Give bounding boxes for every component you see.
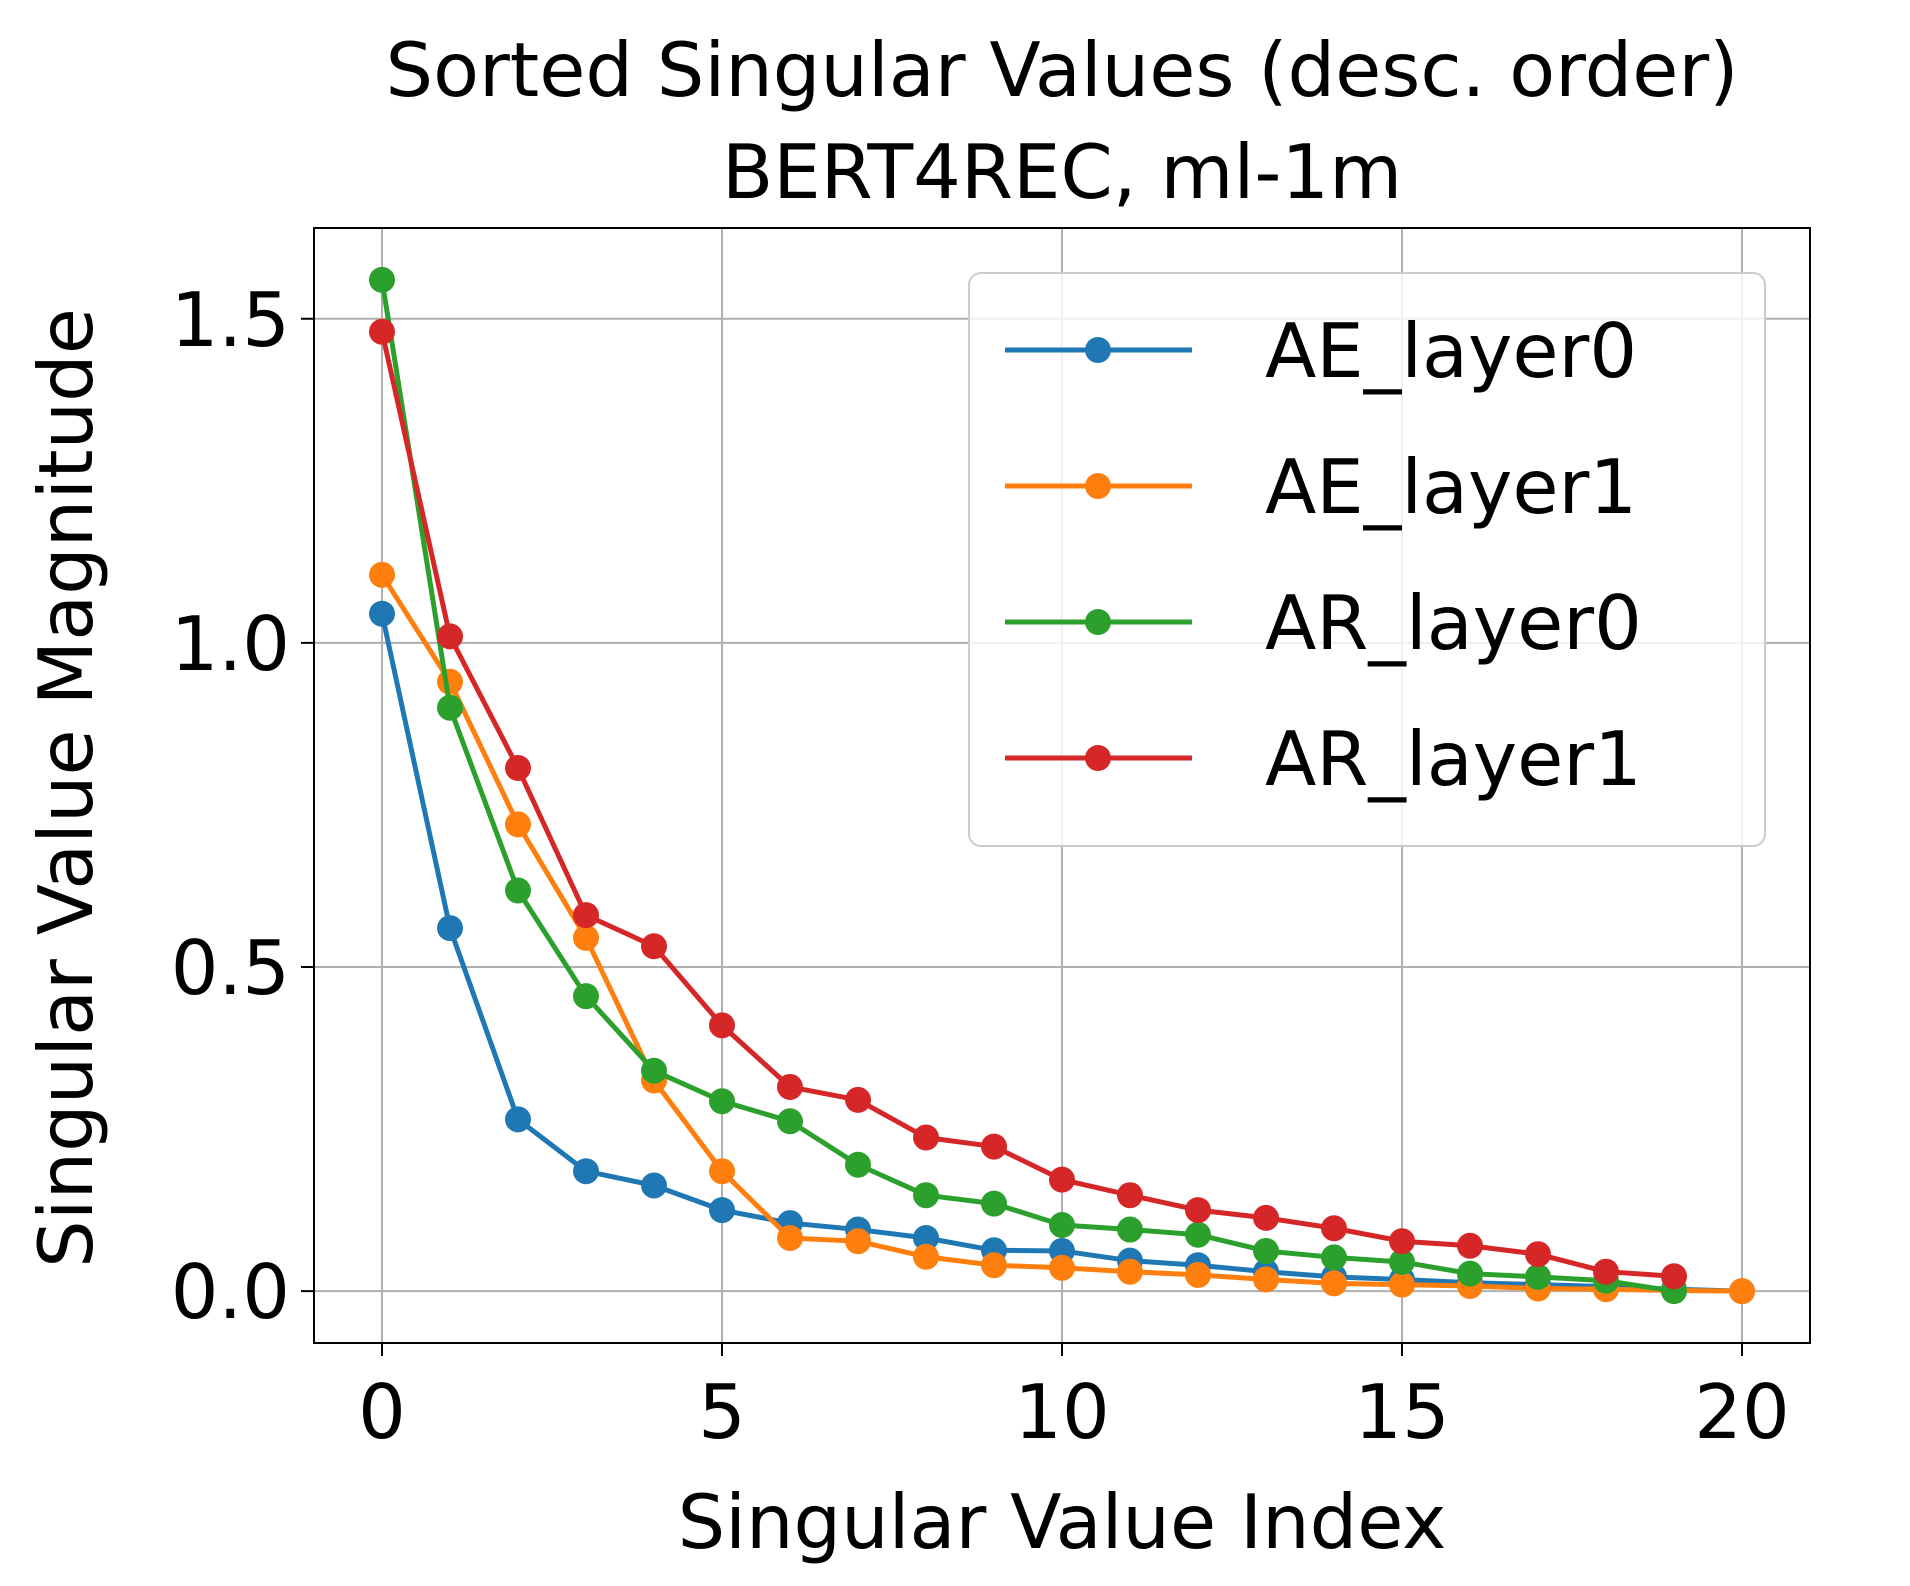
data-point-ar-layer1	[1661, 1263, 1687, 1290]
legend-entry-ar-layer0: AR_layer0	[1005, 579, 1642, 667]
x-tick-label: 15	[1354, 1368, 1449, 1456]
data-point-ar-layer0	[1321, 1244, 1347, 1271]
y-tick-label: 1.0	[171, 600, 290, 688]
legend-entry-ar-layer1: AR_layer1	[1005, 715, 1642, 803]
data-point-ar-layer1	[1321, 1215, 1347, 1242]
data-point-ar-layer0	[709, 1088, 735, 1115]
data-point-ae-layer1	[1321, 1270, 1347, 1297]
x-axis-title: Singular Value Index	[678, 1478, 1447, 1566]
x-tick-label: 0	[358, 1368, 406, 1456]
data-point-ar-layer0	[505, 877, 531, 904]
data-point-ar-layer1	[845, 1086, 871, 1113]
data-point-ar-layer0	[1049, 1212, 1075, 1239]
data-point-ar-layer0	[1389, 1248, 1415, 1275]
data-point-ae-layer1	[1389, 1271, 1415, 1298]
legend-marker	[1085, 473, 1111, 499]
x-tick-label: 20	[1694, 1368, 1789, 1456]
data-point-ar-layer1	[1525, 1241, 1551, 1268]
data-point-ar-layer0	[573, 983, 599, 1010]
data-point-ar-layer0	[1253, 1237, 1279, 1264]
y-tick-label: 0.5	[171, 924, 290, 1012]
series-ar-layer0	[369, 266, 1687, 1305]
x-tick-label: 10	[1014, 1368, 1109, 1456]
ticks: 0 5 10 15 20 0.0 0.5 1.0 1.5	[171, 276, 1790, 1456]
series-ae-layer1	[369, 561, 1755, 1305]
data-point-ar-layer0	[777, 1108, 803, 1135]
legend: AE_layer0 AE_layer1 AR_layer0 AR_layer1	[968, 272, 1766, 847]
data-point-ae-layer1	[1253, 1266, 1279, 1293]
chart-title: Sorted Singular Values (desc. order)	[385, 26, 1738, 114]
series-ar-layer1	[369, 318, 1687, 1290]
chart-subtitle: BERT4REC, ml-1m	[722, 128, 1402, 216]
legend-entry-ae-layer0: AE_layer0	[1005, 307, 1637, 395]
x-tick-label: 5	[698, 1368, 746, 1456]
data-point-ar-layer0	[981, 1190, 1007, 1217]
data-point-ae-layer1	[505, 811, 531, 838]
data-point-ae-layer1	[777, 1224, 803, 1251]
y-tick-label: 1.5	[171, 276, 290, 364]
data-point-ar-layer0	[437, 694, 463, 721]
legend-label: AR_layer1	[1265, 715, 1642, 803]
data-point-ar-layer0	[1457, 1260, 1483, 1287]
legend-marker	[1085, 609, 1111, 635]
data-point-ae-layer1	[437, 668, 463, 695]
legend-entry-ae-layer1: AE_layer1	[1005, 443, 1637, 531]
data-point-ar-layer1	[709, 1012, 735, 1039]
legend-marker	[1085, 745, 1111, 771]
data-point-ae-layer0	[505, 1106, 531, 1133]
data-point-ae-layer1	[1049, 1254, 1075, 1281]
legend-label: AE_layer1	[1265, 443, 1637, 531]
data-point-ar-layer1	[981, 1133, 1007, 1160]
legend-box	[968, 272, 1766, 847]
data-point-ae-layer1	[981, 1252, 1007, 1279]
data-point-ar-layer1	[369, 318, 395, 345]
data-point-ar-layer1	[437, 623, 463, 650]
data-point-ar-layer0	[1117, 1216, 1143, 1243]
data-point-ar-layer1	[1253, 1204, 1279, 1231]
data-point-ar-layer1	[1457, 1232, 1483, 1259]
data-point-ae-layer1	[573, 924, 599, 951]
data-point-ar-layer0	[913, 1182, 939, 1209]
data-point-ae-layer0	[573, 1158, 599, 1185]
data-point-ar-layer1	[777, 1073, 803, 1100]
y-tick-label: 0.0	[171, 1248, 290, 1336]
data-point-ar-layer0	[369, 266, 395, 293]
data-point-ae-layer0	[709, 1197, 735, 1224]
legend-label: AE_layer0	[1265, 307, 1637, 395]
data-point-ar-layer0	[641, 1057, 667, 1084]
data-point-ar-layer1	[1185, 1197, 1211, 1224]
data-point-ar-layer1	[1117, 1182, 1143, 1209]
data-point-ae-layer1	[1729, 1278, 1755, 1305]
data-point-ar-layer1	[1049, 1166, 1075, 1193]
data-point-ar-layer1	[641, 933, 667, 960]
data-point-ae-layer1	[1117, 1258, 1143, 1285]
data-point-ar-layer1	[1593, 1258, 1619, 1285]
data-point-ar-layer1	[1389, 1228, 1415, 1255]
data-point-ae-layer1	[369, 561, 395, 588]
data-point-ar-layer0	[1185, 1221, 1211, 1248]
data-point-ae-layer0	[641, 1172, 667, 1199]
data-point-ar-layer1	[913, 1124, 939, 1151]
series-layer	[369, 266, 1755, 1305]
legend-marker	[1085, 337, 1111, 363]
data-point-ar-layer1	[505, 754, 531, 781]
data-point-ae-layer0	[913, 1224, 939, 1251]
data-point-ar-layer1	[573, 902, 599, 929]
legend-label: AR_layer0	[1265, 579, 1642, 667]
data-point-ae-layer1	[1185, 1261, 1211, 1288]
data-point-ar-layer0	[1525, 1263, 1551, 1290]
data-point-ar-layer0	[845, 1151, 871, 1178]
data-point-ae-layer1	[845, 1228, 871, 1255]
y-axis-title: Singular Value Magnitude	[22, 308, 110, 1268]
data-point-ae-layer0	[437, 915, 463, 942]
data-point-ae-layer1	[913, 1243, 939, 1270]
data-point-ae-layer1	[709, 1158, 735, 1185]
data-point-ae-layer0	[369, 600, 395, 627]
